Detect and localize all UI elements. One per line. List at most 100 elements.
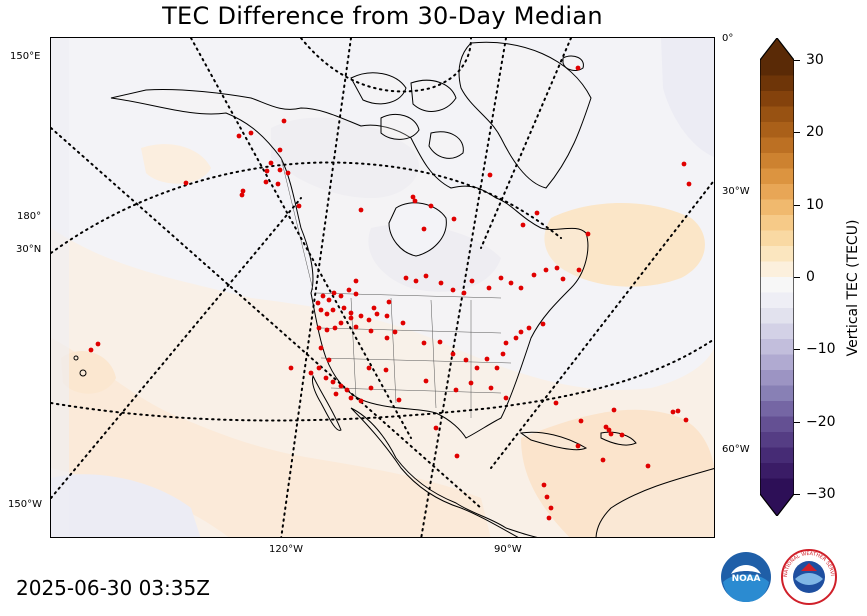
noaa-logo-text: NOAA (732, 574, 761, 584)
station-marker (285, 170, 291, 176)
graticule (51, 38, 714, 537)
station-marker (540, 321, 546, 327)
station-marker (318, 307, 324, 313)
colorbar-tick-mark (794, 132, 800, 134)
colorbar-tick-label: −10 (806, 341, 836, 358)
colorbar-tick-label: 10 (806, 196, 824, 213)
tec-map[interactable] (50, 37, 715, 538)
station-marker (450, 351, 456, 357)
colorbar-label: Vertical TEC (TECU) (845, 219, 861, 357)
station-marker (454, 453, 460, 459)
station-marker (513, 335, 519, 341)
station-marker (331, 290, 337, 296)
station-marker (463, 357, 469, 363)
station-marker (575, 443, 581, 449)
colorbar-step (760, 137, 794, 154)
colorbar-step (760, 261, 794, 278)
colorbar-tick-mark (794, 421, 800, 423)
station-marker (318, 345, 324, 351)
station-marker (461, 290, 467, 296)
station-marker (534, 210, 540, 216)
station-marker (308, 370, 314, 376)
station-marker (353, 291, 359, 297)
station-marker (541, 482, 547, 488)
colorbar-step (760, 478, 794, 495)
colorbar-extend-low (760, 494, 794, 516)
lon-label-0: 0° (722, 33, 734, 44)
station-marker (316, 365, 322, 371)
station-marker (95, 341, 101, 347)
chart-title: TEC Difference from 30-Day Median (162, 2, 603, 30)
station-marker (520, 222, 526, 228)
station-marker (611, 407, 617, 413)
station-marker (606, 427, 612, 433)
station-marker (403, 275, 409, 281)
station-marker (503, 340, 509, 346)
station-marker (358, 398, 364, 404)
station-marker (603, 424, 609, 430)
station-marker (600, 457, 606, 463)
colorbar-tick-mark (794, 349, 800, 351)
lon-label-60w: 60°W (722, 444, 750, 455)
timestamp: 2025-06-30 03:35Z (16, 576, 210, 600)
colorbar-step (760, 122, 794, 138)
station-marker (371, 305, 377, 311)
station-marker (421, 226, 427, 232)
station-marker (553, 400, 559, 406)
colorbar-step (760, 447, 794, 464)
lon-label-150w: 150°W (8, 499, 42, 510)
station-markers (88, 65, 692, 521)
colorbar-step (760, 323, 794, 340)
colorbar-tick-label: 30 (806, 52, 824, 68)
station-marker (344, 387, 350, 393)
station-marker (383, 367, 389, 373)
colorbar-tick-label: −30 (806, 486, 836, 502)
colorbar-step (760, 292, 794, 309)
lon-label-180: 180° (17, 211, 42, 222)
station-marker (315, 300, 321, 306)
station-marker (428, 203, 434, 209)
colorbar-step (760, 184, 794, 200)
colorbar-step (760, 246, 794, 262)
colorbar-step (760, 106, 794, 123)
station-marker (531, 272, 537, 278)
tec-contours (51, 38, 714, 537)
station-marker (681, 161, 687, 167)
station-marker (281, 118, 287, 124)
station-marker (608, 431, 614, 437)
lon-label-30w: 30°W (722, 186, 750, 197)
lat-label-30n: 30°N (16, 244, 42, 255)
station-marker (368, 385, 374, 391)
station-marker (346, 287, 352, 293)
station-marker (326, 297, 332, 303)
station-marker (421, 340, 427, 346)
station-marker (366, 317, 372, 323)
station-marker (474, 365, 480, 371)
station-marker (183, 180, 189, 186)
station-marker (236, 133, 242, 139)
station-marker (451, 216, 457, 222)
station-marker (675, 408, 681, 414)
station-marker (348, 395, 354, 401)
colorbar-tick-label: 20 (806, 124, 824, 141)
station-marker (353, 324, 359, 330)
station-marker (468, 380, 474, 386)
station-marker (488, 385, 494, 391)
map-svg (51, 38, 714, 537)
colorbar-step (760, 230, 794, 247)
station-marker (450, 287, 456, 293)
station-marker (518, 329, 524, 335)
station-marker (275, 181, 281, 187)
station-marker (494, 365, 500, 371)
station-marker (503, 395, 509, 401)
station-marker (374, 311, 380, 317)
station-marker (484, 356, 490, 362)
station-marker (264, 168, 270, 174)
colorbar-step (760, 339, 794, 355)
station-marker (437, 339, 443, 345)
station-marker (578, 418, 584, 424)
station-marker (619, 432, 625, 438)
station-marker (348, 315, 354, 321)
station-marker (330, 379, 336, 385)
station-marker (277, 147, 283, 153)
